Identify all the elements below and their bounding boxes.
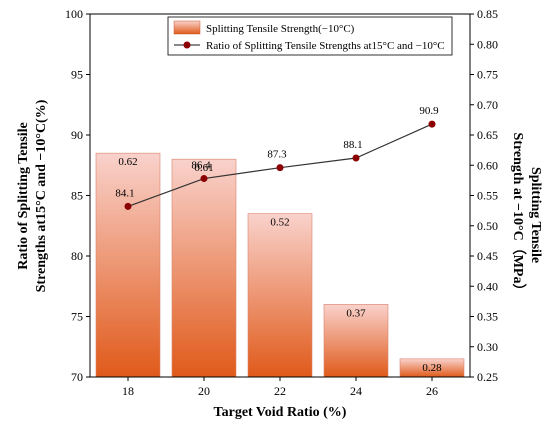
ratio-value-label: 84.1 — [115, 187, 134, 199]
bar-value-label: 0.62 — [118, 156, 137, 168]
bar-value-label: 0.52 — [270, 217, 289, 229]
left-y-tick-label: 80 — [71, 249, 83, 263]
ratio-value-label: 87.3 — [267, 149, 287, 161]
data-labels-layer: 0.62 0.61 0.52 0.37 0.28 84.1 86.4 87.3 88.1 90.9 — [115, 105, 442, 374]
legend-box — [167, 16, 453, 56]
left-axis-title-line-2: Strengths at15°C and −10°C(%) — [34, 99, 49, 292]
legend-bar-swatch — [173, 20, 201, 35]
legend-line-label: Ratio of Splitting Tensile Strengths at1… — [206, 40, 445, 52]
bars-layer — [95, 152, 465, 378]
ratio-point — [124, 202, 132, 210]
legend-line-marker — [183, 41, 191, 49]
left-y-tick-label: 70 — [71, 370, 83, 384]
bar — [247, 213, 313, 378]
ratio-point — [276, 164, 284, 172]
right-y-tick-label: 0.75 — [477, 68, 498, 82]
bar-value-label: 0.28 — [422, 362, 442, 374]
right-y-tick-label: 0.70 — [477, 98, 498, 112]
legend: Splitting Tensile Strength(−10°C) Ratio … — [167, 16, 453, 56]
x-axis-title: Target Void Ratio (%) — [214, 405, 347, 420]
left-y-tick-label: 75 — [71, 310, 83, 324]
right-y-tick-label: 0.55 — [477, 189, 498, 203]
bar-value-label: 0.37 — [346, 307, 366, 319]
left-y-tick-label: 95 — [71, 68, 83, 82]
x-tick-label: 18 — [122, 384, 134, 398]
right-y-tick-label: 0.45 — [477, 249, 498, 263]
right-y-tick-label: 0.85 — [477, 7, 498, 21]
left-y-tick-label: 100 — [65, 7, 83, 21]
bar-value-label: 0.61 — [194, 162, 213, 174]
right-axis-title-line-2: Strength at −10°C（MPa） — [510, 133, 526, 298]
ratio-value-label: 90.9 — [419, 105, 439, 117]
right-y-tick-label: 0.60 — [477, 158, 498, 172]
bar — [323, 304, 389, 378]
bar — [171, 158, 237, 378]
x-tick-label: 26 — [426, 384, 438, 398]
ratio-value-label: 86.4 — [191, 160, 211, 172]
legend-bar-label: Splitting Tensile Strength(−10°C) — [206, 23, 355, 35]
ratio-value-label: 88.1 — [343, 139, 362, 151]
left-y-tick-label: 85 — [71, 189, 83, 203]
bar — [95, 152, 161, 378]
x-tick-label: 24 — [350, 384, 362, 398]
left-axis-title-line-1: Ratio of Splitting Tensile — [16, 122, 31, 269]
left-y-tick-label: 90 — [71, 128, 83, 142]
x-tick-label: 22 — [274, 384, 286, 398]
ratio-point — [352, 154, 360, 162]
x-tick-label: 20 — [198, 384, 210, 398]
right-y-tick-label: 0.80 — [477, 37, 498, 51]
line-layer — [124, 120, 436, 210]
right-y-tick-label: 0.30 — [477, 340, 498, 354]
right-y-tick-label: 0.65 — [477, 128, 498, 142]
ticks-layer: 18 20 22 24 26 70 75 80 85 90 95 100 0.25 0.30 0.35 0.4… — [65, 7, 498, 398]
ratio-point — [428, 120, 436, 128]
right-y-tick-label: 0.40 — [477, 279, 498, 293]
right-y-tick-label: 0.35 — [477, 310, 498, 324]
right-axis-title-line-1: Splitting Tensile — [528, 167, 543, 263]
right-y-tick-label: 0.50 — [477, 219, 498, 233]
ratio-point — [200, 175, 208, 183]
right-y-tick-label: 0.25 — [477, 370, 498, 384]
